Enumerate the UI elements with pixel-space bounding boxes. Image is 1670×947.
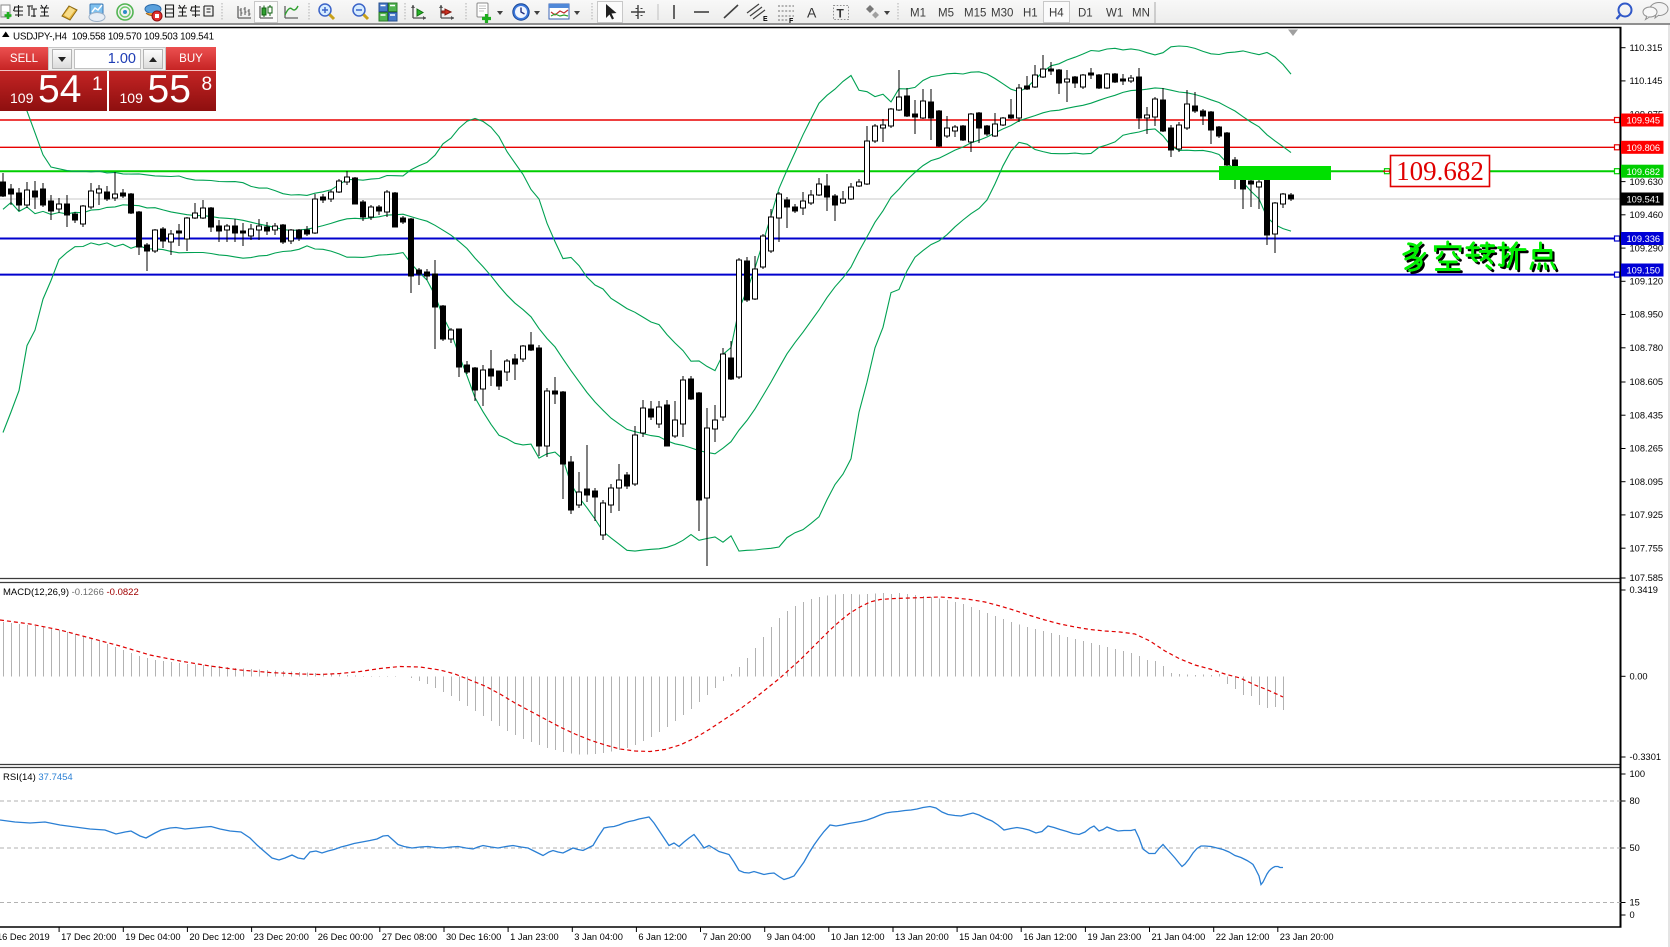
svg-text:W1: W1: [1106, 8, 1123, 20]
svg-text:F: F: [789, 18, 794, 25]
svg-text:20 Dec 12:00: 20 Dec 12:00: [189, 932, 244, 942]
svg-text:109.336: 109.336: [1627, 234, 1661, 244]
svg-text:23 Dec 20:00: 23 Dec 20:00: [254, 932, 309, 942]
svg-text:M15: M15: [964, 8, 986, 20]
svg-text:10 Jan 12:00: 10 Jan 12:00: [831, 932, 885, 942]
svg-text:19 Jan 23:00: 19 Jan 23:00: [1087, 932, 1141, 942]
svg-text:107.755: 107.755: [1630, 543, 1664, 553]
svg-text:108.780: 108.780: [1630, 343, 1664, 353]
svg-text:16 Dec 2019: 16 Dec 2019: [0, 932, 50, 942]
svg-text:109.460: 109.460: [1630, 210, 1664, 220]
svg-text:109.682: 109.682: [1627, 167, 1661, 177]
svg-text:109.630: 109.630: [1630, 177, 1664, 187]
svg-text:109.120: 109.120: [1630, 277, 1664, 287]
svg-text:100: 100: [1630, 769, 1646, 779]
svg-text:108.605: 108.605: [1630, 377, 1664, 387]
svg-text:109.290: 109.290: [1630, 243, 1664, 253]
svg-text:H4: H4: [1049, 8, 1064, 20]
svg-text:H1: H1: [1023, 8, 1038, 20]
svg-text:MACD(12,26,9) -0.1266 -0.0822: MACD(12,26,9) -0.1266 -0.0822: [3, 587, 139, 598]
svg-text:108.095: 108.095: [1630, 477, 1664, 487]
svg-text:108.950: 108.950: [1630, 310, 1664, 320]
svg-text:D1: D1: [1078, 8, 1093, 20]
svg-text:RSI(14) 37.7454: RSI(14) 37.7454: [3, 772, 73, 783]
svg-text:MN: MN: [1132, 8, 1150, 20]
svg-text:7 Jan 20:00: 7 Jan 20:00: [703, 932, 752, 942]
svg-text:109.682: 109.682: [1396, 156, 1484, 186]
svg-text:27 Dec 08:00: 27 Dec 08:00: [382, 932, 437, 942]
svg-text:USDJPY-,H4 109.558 109.570 10: USDJPY-,H4 109.558 109.570 109.503 109.5…: [13, 32, 214, 43]
svg-text:107.585: 107.585: [1630, 573, 1664, 583]
svg-text:-0.3301: -0.3301: [1630, 752, 1662, 762]
svg-text:M30: M30: [991, 8, 1013, 20]
svg-text:30 Dec 16:00: 30 Dec 16:00: [446, 932, 501, 942]
svg-text:E: E: [763, 16, 768, 23]
svg-text:0.00: 0.00: [1630, 672, 1648, 682]
svg-text:9 Jan 04:00: 9 Jan 04:00: [767, 932, 816, 942]
svg-text:17 Dec 20:00: 17 Dec 20:00: [61, 932, 116, 942]
svg-text:108.265: 108.265: [1630, 444, 1664, 454]
svg-text:15 Jan 04:00: 15 Jan 04:00: [959, 932, 1013, 942]
svg-text:80: 80: [1630, 796, 1640, 806]
svg-text:M1: M1: [910, 8, 926, 20]
svg-text:109.541: 109.541: [1627, 195, 1661, 205]
svg-text:T: T: [837, 7, 845, 21]
svg-text:6 Jan 12:00: 6 Jan 12:00: [638, 932, 687, 942]
svg-text:110.315: 110.315: [1630, 43, 1663, 53]
svg-text:21 Jan 04:00: 21 Jan 04:00: [1152, 932, 1206, 942]
svg-text:A: A: [807, 5, 817, 21]
svg-text:107.925: 107.925: [1630, 510, 1664, 520]
svg-text:16 Jan 12:00: 16 Jan 12:00: [1023, 932, 1077, 942]
svg-text:23 Jan 20:00: 23 Jan 20:00: [1280, 932, 1334, 942]
svg-text:26 Dec 00:00: 26 Dec 00:00: [318, 932, 373, 942]
svg-text:22 Jan 12:00: 22 Jan 12:00: [1216, 932, 1270, 942]
svg-text:15: 15: [1630, 898, 1640, 908]
svg-text:19 Dec 04:00: 19 Dec 04:00: [125, 932, 180, 942]
svg-text:13 Jan 20:00: 13 Jan 20:00: [895, 932, 949, 942]
svg-text:1 Jan 23:00: 1 Jan 23:00: [510, 932, 559, 942]
svg-text:109.945: 109.945: [1627, 116, 1661, 126]
svg-text:110.145: 110.145: [1630, 76, 1663, 86]
svg-text:0: 0: [1630, 910, 1635, 920]
svg-text:50: 50: [1630, 843, 1640, 853]
svg-text:0.3419: 0.3419: [1630, 585, 1658, 595]
svg-text:3 Jan 04:00: 3 Jan 04:00: [574, 932, 623, 942]
svg-text:109.150: 109.150: [1627, 266, 1661, 276]
svg-text:M5: M5: [938, 8, 954, 20]
svg-text:109.806: 109.806: [1627, 143, 1661, 153]
svg-text:108.435: 108.435: [1630, 410, 1664, 420]
